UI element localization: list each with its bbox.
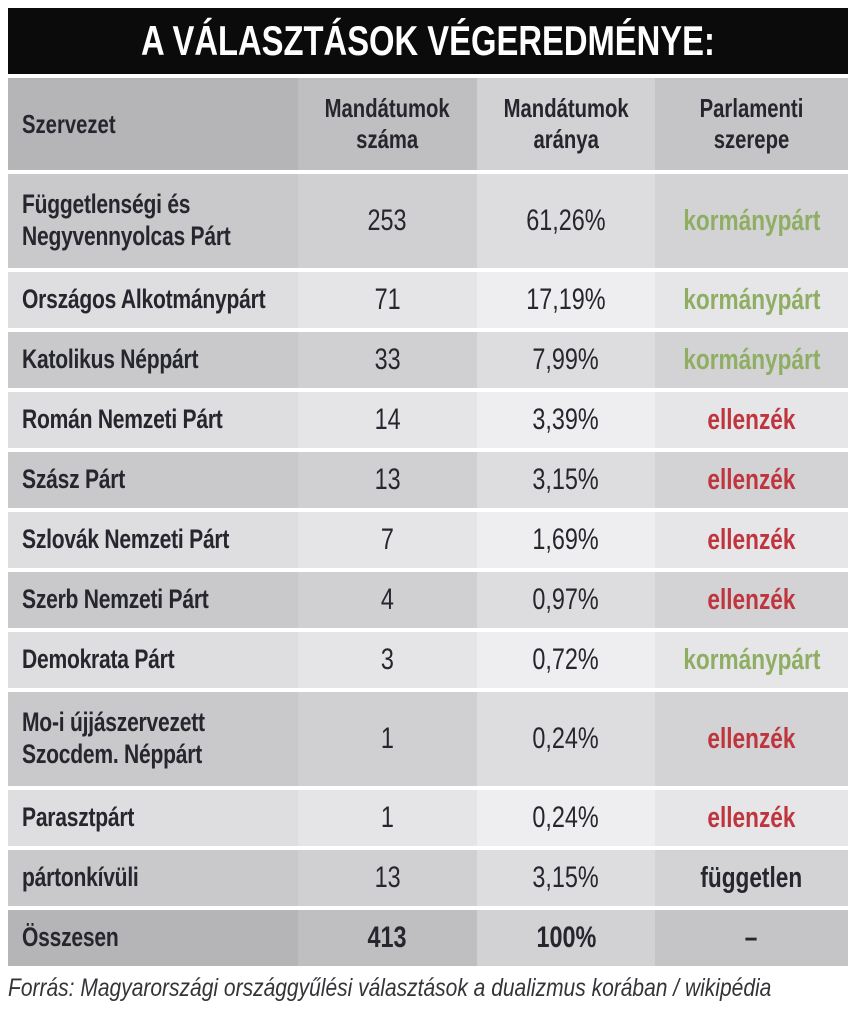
- party-name-cell: Szász Párt: [8, 452, 298, 508]
- party-name-cell: Demokrata Párt: [8, 632, 298, 688]
- column-header-szervezet: Szervezet: [8, 78, 298, 170]
- seats-share-cell: 0,24%: [477, 790, 655, 846]
- party-name-cell: Függetlenségi és Negyvennyolcas Párt: [8, 174, 298, 268]
- seats-share-cell: 17,19%: [477, 272, 655, 328]
- table-row: Parasztpárt 1 0,24% ellenzék: [8, 790, 848, 846]
- column-header-mandatumok-aranya: Mandátumok aránya: [477, 78, 655, 170]
- seats-count-cell: 1: [298, 790, 477, 846]
- seats-count-cell: 413: [298, 910, 477, 966]
- table-row: Katolikus Néppárt 33 7,99% kormánypárt: [8, 332, 848, 388]
- table-row: Összesen 413 100% –: [8, 910, 848, 966]
- parliament-role-cell: ellenzék: [655, 512, 848, 568]
- seats-share-cell: 61,26%: [477, 174, 655, 268]
- parliament-role-cell: független: [655, 850, 848, 906]
- parliament-role-cell: kormánypárt: [655, 332, 848, 388]
- table-row: Román Nemzeti Párt 14 3,39% ellenzék: [8, 392, 848, 448]
- seats-count-cell: 71: [298, 272, 477, 328]
- page-title: A VÁLASZTÁSOK VÉGEREDMÉNYE:: [141, 17, 715, 65]
- source-caption: Forrás: Magyarországi országgyűlési vála…: [8, 974, 848, 1004]
- seats-count-cell: 13: [298, 850, 477, 906]
- parliament-role-cell: ellenzék: [655, 790, 848, 846]
- seats-count-cell: 253: [298, 174, 477, 268]
- table-row: Országos Alkotmánypárt 71 17,19% kormány…: [8, 272, 848, 328]
- seats-share-cell: 0,72%: [477, 632, 655, 688]
- party-name-cell: Szerb Nemzeti Párt: [8, 572, 298, 628]
- parliament-role-cell: ellenzék: [655, 452, 848, 508]
- seats-share-cell: 100%: [477, 910, 655, 966]
- table-row: Mo-i újjászervezett Szocdem. Néppárt 1 0…: [8, 692, 848, 786]
- column-header-mandatumok-szama: Mandátumok száma: [298, 78, 477, 170]
- party-name-cell: Mo-i újjászervezett Szocdem. Néppárt: [8, 692, 298, 786]
- table-row: Szerb Nemzeti Párt 4 0,97% ellenzék: [8, 572, 848, 628]
- parliament-role-cell: ellenzék: [655, 692, 848, 786]
- party-name-cell: Szlovák Nemzeti Párt: [8, 512, 298, 568]
- seats-share-cell: 7,99%: [477, 332, 655, 388]
- table-row: pártonkívüli 13 3,15% független: [8, 850, 848, 906]
- table-header-row: Szervezet Mandátumok száma Mandátumok ar…: [8, 78, 848, 170]
- results-table: Szervezet Mandátumok száma Mandátumok ar…: [8, 78, 848, 966]
- party-name-cell: Katolikus Néppárt: [8, 332, 298, 388]
- party-name-cell: pártonkívüli: [8, 850, 298, 906]
- party-name-cell: Parasztpárt: [8, 790, 298, 846]
- seats-share-cell: 3,15%: [477, 850, 655, 906]
- seats-share-cell: 0,24%: [477, 692, 655, 786]
- seats-count-cell: 13: [298, 452, 477, 508]
- seats-share-cell: 3,15%: [477, 452, 655, 508]
- source-caption-text: Forrás: Magyarországi országgyűlési vála…: [8, 974, 772, 1002]
- party-name-cell: Országos Alkotmánypárt: [8, 272, 298, 328]
- seats-count-cell: 1: [298, 692, 477, 786]
- parliament-role-cell: ellenzék: [655, 572, 848, 628]
- parliament-role-cell: –: [655, 910, 848, 966]
- seats-count-cell: 3: [298, 632, 477, 688]
- seats-count-cell: 14: [298, 392, 477, 448]
- seats-count-cell: 4: [298, 572, 477, 628]
- seats-count-cell: 7: [298, 512, 477, 568]
- column-header-parlamenti-szerepe: Parlamenti szerepe: [655, 78, 848, 170]
- party-name-cell: Román Nemzeti Párt: [8, 392, 298, 448]
- parliament-role-cell: ellenzék: [655, 392, 848, 448]
- table-body: Függetlenségi és Negyvennyolcas Párt 253…: [8, 174, 848, 966]
- table-row: Demokrata Párt 3 0,72% kormánypárt: [8, 632, 848, 688]
- table-row: Szlovák Nemzeti Párt 7 1,69% ellenzék: [8, 512, 848, 568]
- seats-share-cell: 3,39%: [477, 392, 655, 448]
- party-name-cell: Összesen: [8, 910, 298, 966]
- table-row: Szász Párt 13 3,15% ellenzék: [8, 452, 848, 508]
- seats-count-cell: 33: [298, 332, 477, 388]
- parliament-role-cell: kormánypárt: [655, 174, 848, 268]
- parliament-role-cell: kormánypárt: [655, 272, 848, 328]
- title-bar: A VÁLASZTÁSOK VÉGEREDMÉNYE:: [8, 8, 848, 74]
- parliament-role-cell: kormánypárt: [655, 632, 848, 688]
- seats-share-cell: 0,97%: [477, 572, 655, 628]
- table-row: Függetlenségi és Negyvennyolcas Párt 253…: [8, 174, 848, 268]
- seats-share-cell: 1,69%: [477, 512, 655, 568]
